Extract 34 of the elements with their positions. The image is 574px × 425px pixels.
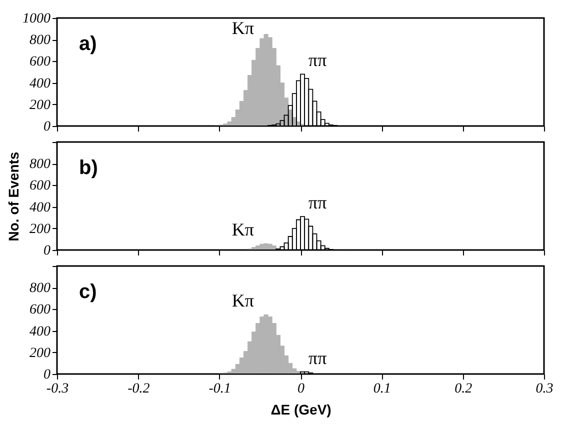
x-tick-label: 0.1	[373, 382, 391, 396]
y-tick-label: 200	[30, 346, 50, 361]
y-tick-label: 800	[30, 33, 50, 48]
y-tick-label: 400	[30, 76, 50, 92]
x-axis-title: ΔE (GeV)	[270, 402, 332, 418]
series-label: ππ	[308, 348, 327, 368]
y-tick-label: 200	[30, 98, 50, 113]
series-label: ππ	[308, 50, 327, 70]
text: c)	[79, 281, 97, 303]
y-tick-label: 200	[30, 222, 50, 237]
x-tick-label: -0.2	[128, 382, 150, 396]
series-label: Kπ	[232, 18, 254, 38]
x-tick-label: -0.3	[46, 382, 69, 396]
x-tick-label: -0.1	[208, 382, 231, 396]
series-label: Kπ	[232, 290, 254, 311]
y-tick-label: 600	[30, 54, 50, 70]
text: a)	[79, 33, 97, 55]
y-tick-label: 400	[30, 200, 50, 216]
text: b)	[79, 157, 98, 179]
y-tick-label: 600	[30, 178, 50, 194]
x-tick-label: 0.3	[536, 382, 554, 396]
y-tick-label: 0	[44, 244, 50, 258]
y-tick-label: 400	[30, 324, 50, 340]
y-axis-title: No. of Events	[6, 152, 22, 242]
y-tick-label: 0	[44, 368, 50, 382]
y-tick-label: 800	[30, 157, 50, 172]
y-tick-label: 0	[44, 120, 50, 134]
y-tick-label: 600	[30, 302, 50, 318]
series-label: Kπ	[232, 220, 254, 240]
y-tick-label: 1000	[22, 12, 50, 26]
x-tick-label: 0.2	[454, 382, 472, 396]
y-tick-label: 800	[30, 281, 50, 296]
series-label: ππ	[308, 192, 327, 213]
x-tick-label: 0	[298, 382, 304, 396]
